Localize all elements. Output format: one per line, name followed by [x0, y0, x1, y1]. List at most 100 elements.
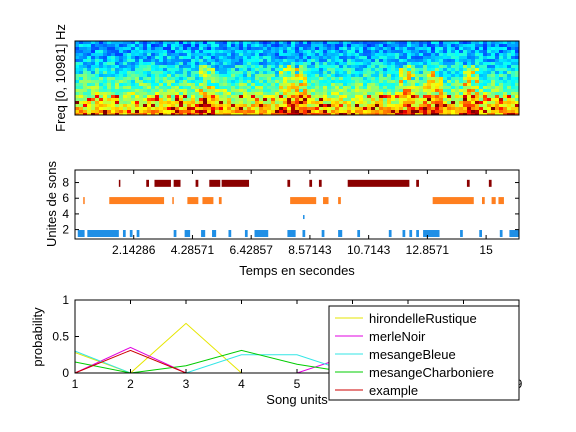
- spectrogram-cell: [163, 56, 167, 59]
- spectrogram-cell: [427, 98, 431, 101]
- spectrogram-cell: [407, 95, 411, 98]
- spectrogram-cell: [291, 53, 295, 56]
- spectrogram-cell: [115, 92, 119, 95]
- spectrogram-cell: [507, 101, 511, 104]
- spectrogram-cell: [507, 77, 511, 80]
- spectrogram-cell: [379, 65, 383, 68]
- spectrogram-cell: [183, 50, 187, 53]
- spectrogram-cell: [123, 74, 127, 77]
- spectrogram-cell: [151, 44, 155, 47]
- spectrogram-cell: [395, 89, 399, 92]
- spectrogram-cell: [155, 47, 159, 50]
- spectrogram-cell: [391, 65, 395, 68]
- spectrogram-cell: [135, 68, 139, 71]
- spectrogram-cell: [355, 83, 359, 86]
- spectrogram-cell: [203, 77, 207, 80]
- unit-segment: [83, 197, 85, 205]
- spectrogram-cell: [127, 50, 131, 53]
- spectrogram-cell: [371, 68, 375, 71]
- spectrogram-cell: [355, 101, 359, 104]
- spectrogram-cell: [183, 71, 187, 74]
- spectrogram-cell: [355, 41, 359, 44]
- spectrogram-cell: [131, 65, 135, 68]
- spectrogram-cell: [271, 104, 275, 107]
- spectrogram-cell: [199, 110, 203, 113]
- spectrogram-cell: [223, 89, 227, 92]
- spectrogram-cell: [143, 89, 147, 92]
- spectrogram-cell: [323, 65, 327, 68]
- spectrogram-cell: [359, 59, 363, 62]
- spectrogram-cell: [195, 47, 199, 50]
- spectrogram-cell: [327, 50, 331, 53]
- spectrogram-cell: [347, 53, 351, 56]
- spectrogram-cell: [151, 110, 155, 113]
- spectrogram-cell: [375, 50, 379, 53]
- spectrogram-cell: [247, 74, 251, 77]
- unit-segment: [202, 197, 214, 205]
- spectrogram-cell: [175, 68, 179, 71]
- spectrogram-cell: [323, 77, 327, 80]
- spectrogram-cell: [291, 41, 295, 44]
- spectrogram-cell: [415, 74, 419, 77]
- spectrogram-cell: [355, 74, 359, 77]
- spectrogram-cell: [471, 59, 475, 62]
- spectrogram-cell: [387, 89, 391, 92]
- spectrogram-cell: [455, 44, 459, 47]
- spectrogram-cell: [303, 44, 307, 47]
- spectrogram-cell: [435, 107, 439, 110]
- spectrogram-cell: [207, 71, 211, 74]
- spectrogram-cell: [159, 56, 163, 59]
- spectrogram-cell: [339, 113, 343, 115]
- spectrogram-cell: [267, 86, 271, 89]
- spectrogram-cell: [383, 65, 387, 68]
- spectrogram-cell: [387, 47, 391, 50]
- spectrogram-cell: [407, 71, 411, 74]
- spectrogram-cell: [403, 68, 407, 71]
- spectrogram-cell: [87, 47, 91, 50]
- spectrogram-cell: [391, 92, 395, 95]
- spectrogram-cell: [283, 110, 287, 113]
- spectrogram-cell: [467, 74, 471, 77]
- spectrogram-cell: [379, 113, 383, 115]
- spectrogram-cell: [119, 107, 123, 110]
- spectrogram-cell: [323, 110, 327, 113]
- spectrogram-cell: [299, 56, 303, 59]
- spectrogram-cell: [251, 41, 255, 44]
- spectrogram-cell: [415, 95, 419, 98]
- spectrogram-cell: [235, 80, 239, 83]
- spectrogram-cell: [267, 92, 271, 95]
- spectrogram-cell: [379, 50, 383, 53]
- spectrogram-cell: [147, 59, 151, 62]
- spectrogram-cell: [395, 71, 399, 74]
- spectrogram-cell: [431, 92, 435, 95]
- spectrogram-cell: [147, 77, 151, 80]
- spectrogram-cell: [419, 77, 423, 80]
- spectrogram-cell: [423, 104, 427, 107]
- spectrogram-cell: [259, 74, 263, 77]
- spectrogram-cell: [179, 56, 183, 59]
- spectrogram-cell: [371, 47, 375, 50]
- spectrogram-cell: [139, 68, 143, 71]
- spectrogram-cell: [331, 86, 335, 89]
- spectrogram-cell: [179, 77, 183, 80]
- spectrogram-cell: [359, 77, 363, 80]
- spectrogram-cell: [331, 83, 335, 86]
- spectrogram-cell: [155, 83, 159, 86]
- spectrogram-cell: [363, 59, 367, 62]
- unit-segment: [318, 179, 322, 187]
- spectrogram-cell: [291, 80, 295, 83]
- spectrogram-cell: [259, 62, 263, 65]
- spectrogram-cell: [135, 113, 139, 115]
- spectrogram-cell: [367, 107, 371, 110]
- spectrogram-cell: [467, 71, 471, 74]
- spectrogram-cell: [307, 71, 311, 74]
- spectrogram-cell: [331, 68, 335, 71]
- spectrogram-cell: [143, 59, 147, 62]
- spectrogram-cell: [207, 110, 211, 113]
- spectrogram-cell: [515, 80, 519, 83]
- spectrogram-cell: [503, 59, 507, 62]
- spectrogram-cell: [271, 59, 275, 62]
- spectrogram-cell: [227, 86, 231, 89]
- y-tick-label: 0.5: [52, 330, 69, 344]
- spectrogram-cell: [127, 83, 131, 86]
